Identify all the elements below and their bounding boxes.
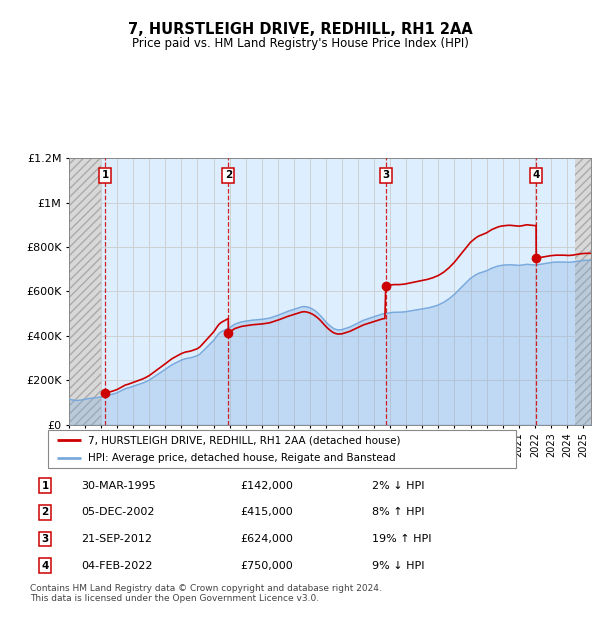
Text: Price paid vs. HM Land Registry's House Price Index (HPI): Price paid vs. HM Land Registry's House … [131,37,469,50]
Text: 7, HURSTLEIGH DRIVE, REDHILL, RH1 2AA (detached house): 7, HURSTLEIGH DRIVE, REDHILL, RH1 2AA (d… [88,435,400,445]
Text: £142,000: £142,000 [240,480,293,491]
Text: 1: 1 [101,170,109,180]
Text: 04-FEB-2022: 04-FEB-2022 [81,560,152,571]
Text: 8% ↑ HPI: 8% ↑ HPI [372,507,425,518]
Text: 3: 3 [382,170,389,180]
Text: HPI: Average price, detached house, Reigate and Banstead: HPI: Average price, detached house, Reig… [88,453,395,463]
Text: £415,000: £415,000 [240,507,293,518]
Text: 9% ↓ HPI: 9% ↓ HPI [372,560,425,571]
Text: 2% ↓ HPI: 2% ↓ HPI [372,480,425,491]
Bar [575,158,591,425]
Text: 4: 4 [41,560,49,571]
Text: £624,000: £624,000 [240,534,293,544]
Text: 19% ↑ HPI: 19% ↑ HPI [372,534,431,544]
Text: 7, HURSTLEIGH DRIVE, REDHILL, RH1 2AA: 7, HURSTLEIGH DRIVE, REDHILL, RH1 2AA [128,22,472,37]
Text: 21-SEP-2012: 21-SEP-2012 [81,534,152,544]
Text: Contains HM Land Registry data © Crown copyright and database right 2024.
This d: Contains HM Land Registry data © Crown c… [30,584,382,603]
Text: £750,000: £750,000 [240,560,293,571]
Text: 1: 1 [41,480,49,491]
Text: 2: 2 [225,170,232,180]
Bar [69,158,101,425]
Text: 4: 4 [533,170,540,180]
Text: 2: 2 [41,507,49,518]
FancyBboxPatch shape [48,430,516,468]
Text: 30-MAR-1995: 30-MAR-1995 [81,480,156,491]
Text: 05-DEC-2002: 05-DEC-2002 [81,507,155,518]
Text: 3: 3 [41,534,49,544]
